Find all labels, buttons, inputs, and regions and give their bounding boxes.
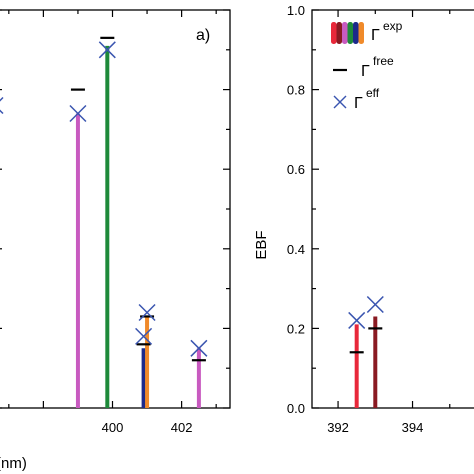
eff-stroke (348, 311, 366, 329)
legend: Γ exp Γ free Γ eff (331, 19, 403, 112)
left-eff-marker (135, 327, 153, 345)
left-x-tick-label: 402 (171, 420, 193, 435)
right-ticks: 0.0 0.2 0.4 0.6 0.8 1.0 392 394 (287, 3, 451, 435)
legend-free-sup: free (373, 54, 394, 68)
left-ticks: 400 402 (0, 9, 230, 435)
left-eff-marker (0, 96, 4, 115)
left-eff-marker (190, 339, 208, 357)
left-panel: 400 402 a) (nm) (0, 9, 231, 472)
eff-stroke (0, 109, 4, 115)
legend-eff-symbol: Γ (354, 95, 363, 112)
right-x-tick-label: 394 (402, 420, 424, 435)
right-eff-marker (348, 311, 366, 329)
eff-stroke (366, 295, 384, 314)
legend-exp-sup: exp (383, 19, 403, 33)
legend-free-symbol: Γ (361, 63, 370, 80)
right-y-tick-label: 0.2 (287, 321, 305, 336)
eff-stroke (138, 303, 156, 322)
legend-swatch-stripe (347, 22, 353, 44)
right-y-tick-label: 0.0 (287, 401, 305, 416)
left-plot-frame (0, 9, 231, 409)
right-y-tick-label: 0.6 (287, 162, 305, 177)
right-y-axis-title: EBF (253, 230, 270, 259)
legend-exp-symbol: Γ (371, 27, 380, 44)
left-marks (0, 36, 208, 408)
panel-label-a: a) (196, 27, 210, 44)
legend-swatch-stripe (358, 22, 364, 44)
eff-stroke (190, 339, 208, 357)
eff-stroke (69, 104, 87, 123)
right-y-tick-label: 0.8 (287, 83, 305, 98)
eff-stroke (98, 41, 116, 59)
legend-eff-sup: eff (366, 86, 380, 100)
right-marks (348, 295, 384, 408)
legend-swatch-stripe (336, 22, 342, 44)
legend-swatch-stripe (342, 22, 348, 44)
left-x-tick-label: 400 (102, 420, 124, 435)
left-eff-marker (138, 303, 156, 322)
legend-swatch-stripe (331, 22, 337, 44)
right-eff-marker (366, 295, 384, 314)
eff-stroke (135, 327, 153, 345)
right-y-tick-label: 1.0 (287, 3, 305, 18)
left-eff-marker (69, 104, 87, 123)
legend-swatch-stripe (353, 22, 359, 44)
left-eff-marker (98, 41, 116, 59)
legend-exp-swatch (331, 22, 364, 44)
eff-stroke (0, 96, 4, 102)
right-y-tick-label: 0.4 (287, 242, 305, 257)
legend-eff-marker (333, 95, 347, 109)
left-x-axis-title: (nm) (0, 455, 27, 472)
right-panel: 0.0 0.2 0.4 0.6 0.8 1.0 392 394 EBF (253, 3, 474, 435)
right-x-tick-label: 392 (327, 420, 349, 435)
